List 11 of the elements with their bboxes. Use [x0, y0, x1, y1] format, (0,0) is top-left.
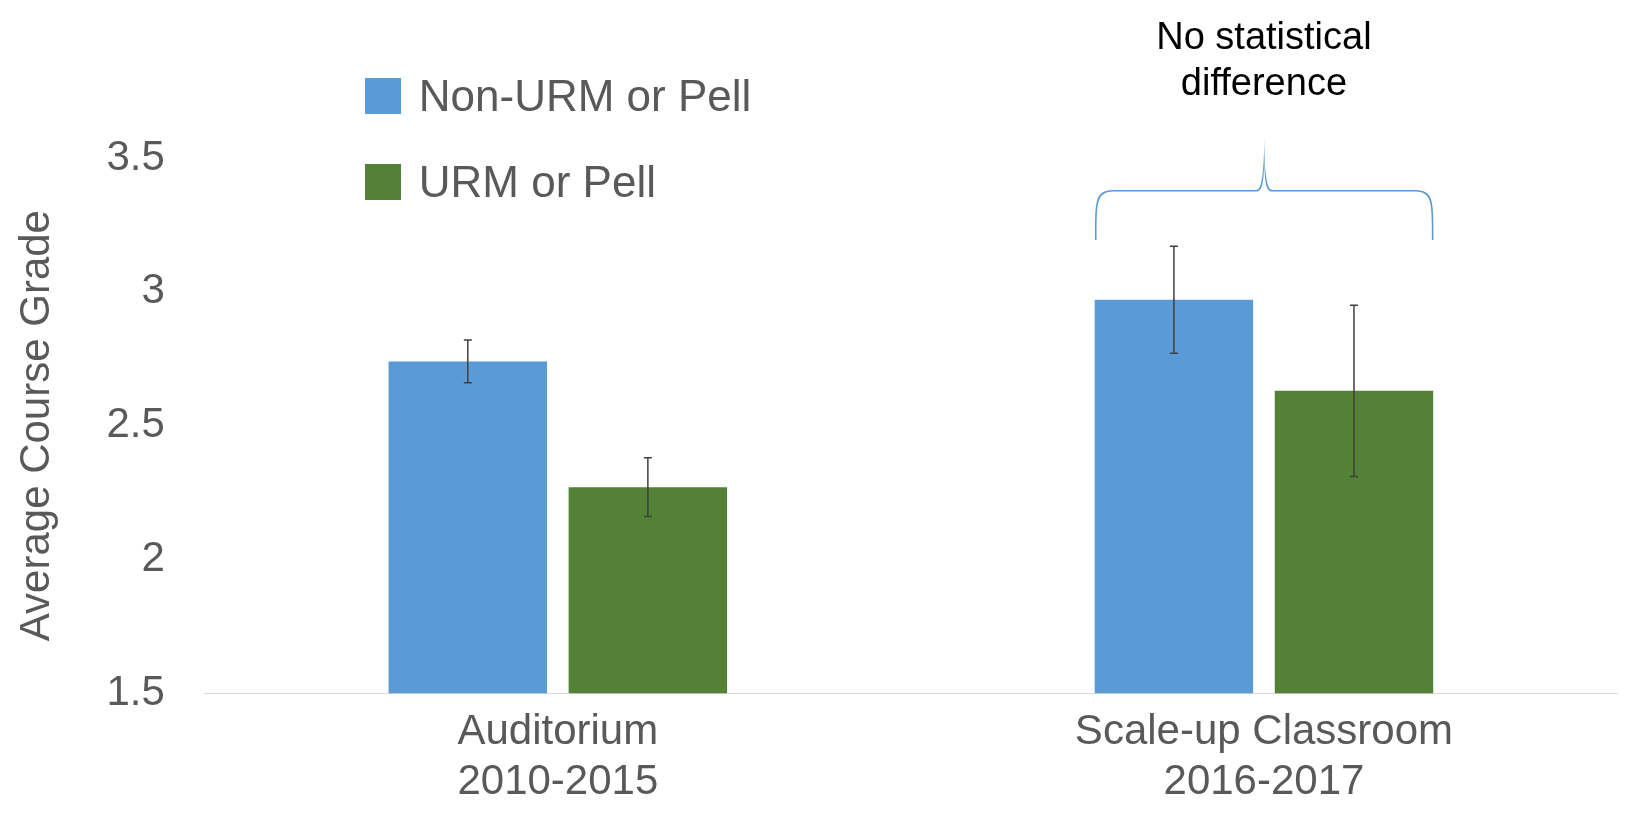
y-tick-label: 2 — [141, 532, 165, 580]
text: No statistical difference — [1155, 14, 1373, 105]
y-axis-title: Average Course Grade — [10, 210, 58, 642]
legend-label: URM or Pell — [418, 157, 656, 207]
y-tick-label: 3.5 — [106, 131, 165, 179]
x-tick-label: Auditorium 2010-2015 — [457, 705, 659, 804]
y-tick-label: 1.5 — [106, 666, 165, 714]
y-tick-label: 2.5 — [106, 399, 165, 447]
y-tick-label: 3 — [141, 265, 165, 313]
legend-label: Non-URM or Pell — [418, 71, 752, 121]
x-tick-label: Scale-up Classroom 2016-2017 — [1074, 705, 1454, 804]
